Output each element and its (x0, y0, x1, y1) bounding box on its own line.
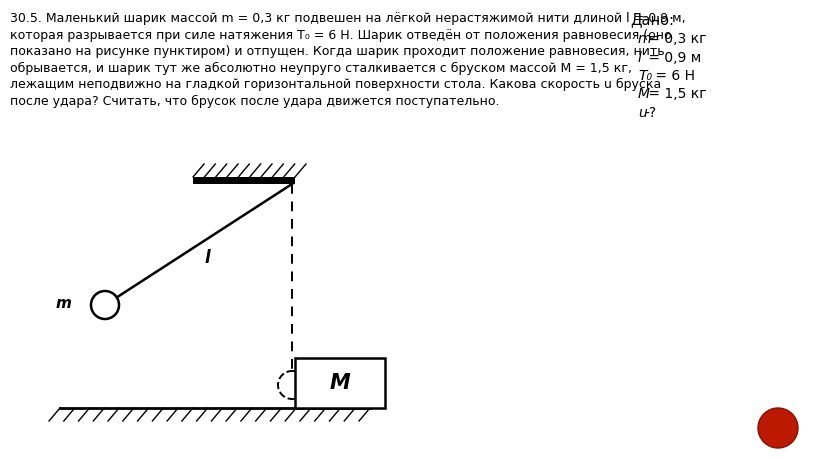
Text: = 1,5 кг: = 1,5 кг (645, 88, 707, 101)
Text: обрывается, и шарик тут же абсолютно неупруго сталкивается с бруском массой M = : обрывается, и шарик тут же абсолютно неу… (10, 62, 632, 74)
Text: m: m (55, 296, 71, 310)
Text: = 0,9 м: = 0,9 м (645, 50, 702, 65)
Text: = 0,3 кг: = 0,3 кг (645, 32, 707, 46)
Circle shape (758, 408, 798, 448)
Text: после удара? Считать, что брусок после удара движется поступательно.: после удара? Считать, что брусок после у… (10, 95, 499, 107)
Text: T₀: T₀ (638, 69, 652, 83)
Text: = 6 Н: = 6 Н (651, 69, 695, 83)
Text: l: l (638, 50, 642, 65)
Circle shape (278, 371, 306, 399)
Text: M: M (638, 88, 650, 101)
Text: которая разрывается при силе натяжения T₀ = 6 Н. Шарик отведён от положения равн: которая разрывается при силе натяжения T… (10, 28, 672, 41)
Bar (193, 177, 295, 184)
Bar (295, 358, 385, 408)
Text: M: M (330, 373, 350, 393)
Text: 30.5. Маленький шарик массой m = 0,3 кг подвешен на лёгкой нерастяжимой нити дли: 30.5. Маленький шарик массой m = 0,3 кг … (10, 12, 685, 25)
Text: l: l (204, 249, 210, 267)
Circle shape (91, 291, 119, 319)
Text: показано на рисунке пунктиром) и отпущен. Когда шарик проходит положение равнове: показано на рисунке пунктиром) и отпущен… (10, 45, 664, 58)
Text: лежащим неподвижно на гладкой горизонтальной поверхности стола. Какова скорость : лежащим неподвижно на гладкой горизонтал… (10, 78, 661, 91)
Text: u: u (638, 106, 647, 120)
Text: m: m (638, 32, 651, 46)
Text: Дано:: Дано: (630, 12, 674, 27)
Text: -?: -? (645, 106, 657, 120)
